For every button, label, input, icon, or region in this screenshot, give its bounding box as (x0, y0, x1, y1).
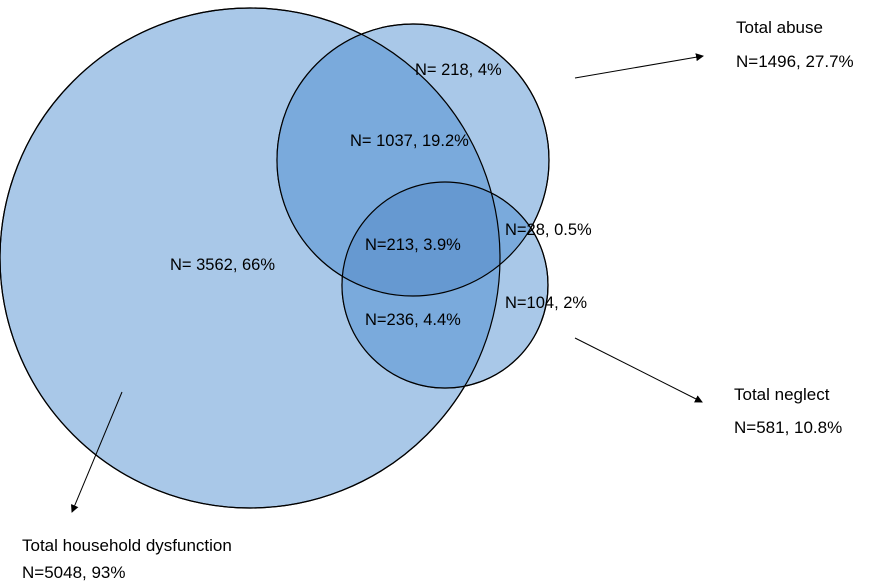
abuse-title: Total abuse (736, 18, 823, 37)
household-total: N=5048, 93% (22, 563, 126, 582)
abuse-total: N=1496, 27.7% (736, 52, 854, 71)
neglect-title: Total neglect (734, 385, 830, 404)
abuse-only-label: N= 218, 4% (415, 61, 502, 79)
household-title: Total household dysfunction (22, 536, 232, 555)
abuse-arrow (574, 53, 704, 79)
household-abuse-label: N= 1037, 19.2% (350, 132, 469, 150)
neglect-total: N=581, 10.8% (734, 418, 842, 437)
triple-overlap (342, 182, 500, 296)
abuse-neglect-label: N=28, 0.5% (505, 221, 592, 239)
household-only-label: N= 3562, 66% (170, 256, 275, 274)
neglect-arrow (574, 337, 703, 403)
all-three-label: N=213, 3.9% (365, 236, 461, 254)
abuse-outline (276, 23, 550, 297)
neglect-outline (341, 181, 549, 389)
household-neglect-label: N=236, 4.4% (365, 311, 461, 329)
household-outline (0, 7, 501, 509)
household-arrow (71, 391, 123, 513)
neglect-only-label: N=104, 2% (505, 294, 587, 312)
